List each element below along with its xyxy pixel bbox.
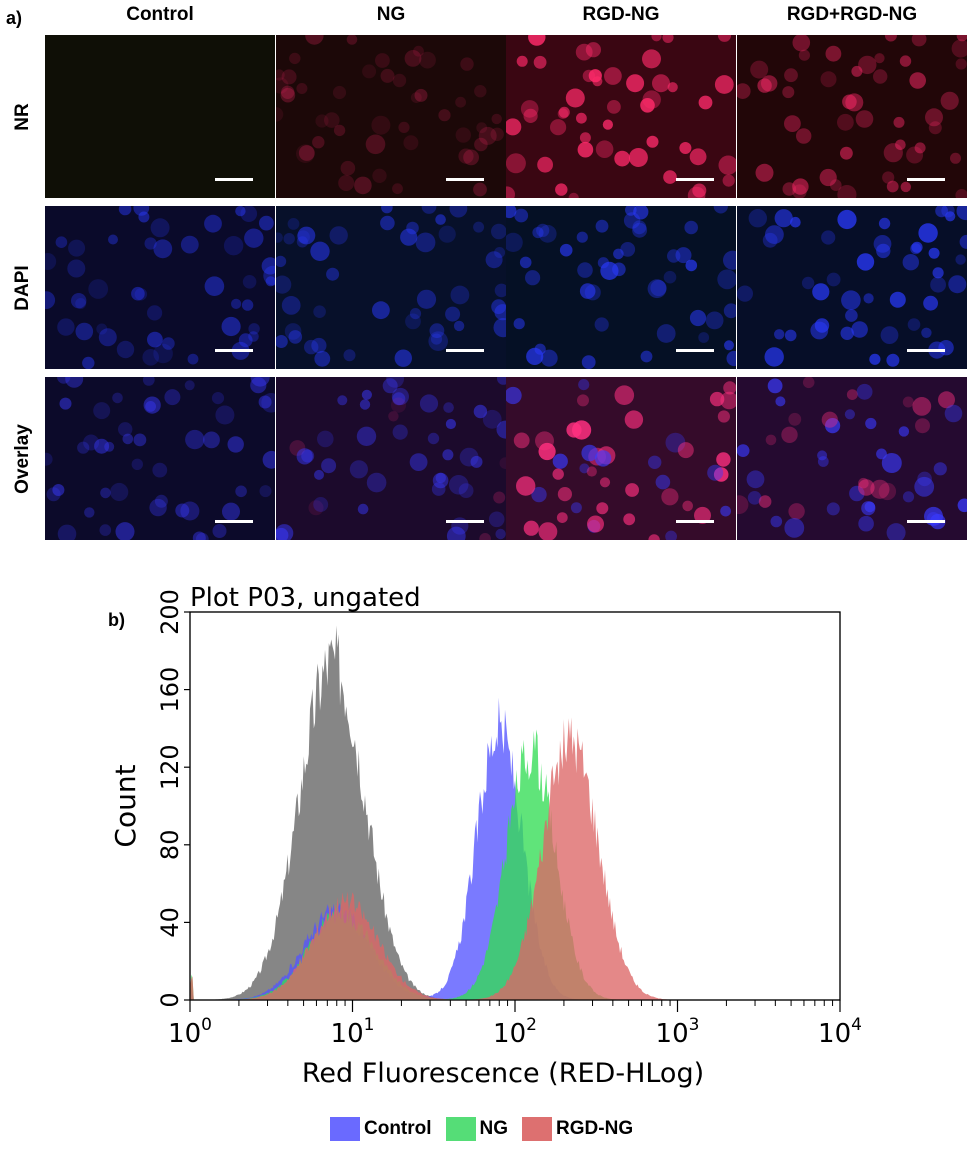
- legend-label-control: Control: [364, 1118, 432, 1139]
- scale-bar: [907, 349, 945, 352]
- panel-a-label: a): [6, 8, 23, 28]
- scale-bar: [907, 178, 945, 181]
- histogram-area-rgd-ng: [190, 717, 840, 1000]
- panel-b-label: b): [108, 610, 125, 630]
- micrograph-dapi-ng: [276, 206, 506, 369]
- x-tick-label: 100: [168, 1015, 212, 1049]
- x-tick-label: 102: [493, 1015, 537, 1049]
- chart-title: Plot P03, ungated: [190, 583, 421, 613]
- legend-item-control: Control: [330, 1117, 432, 1141]
- legend-label-rgd-ng: RGD-NG: [556, 1118, 634, 1139]
- scale-bar: [215, 520, 253, 523]
- micrograph-nr-ng: [276, 35, 506, 198]
- micrograph-overlay-ng: [276, 377, 506, 540]
- scale-bar: [446, 178, 484, 181]
- legend-item-ng: NG: [445, 1117, 509, 1141]
- column-header-rgd-ng: RGD-NG: [582, 4, 660, 25]
- flow-cytometry-histogram: 0 40 80 120 160 200 100 101 102 103 104 Plot P03, u…: [109, 583, 862, 1089]
- y-tick-label: 120: [156, 744, 184, 790]
- x-tick-label: 104: [818, 1015, 862, 1049]
- legend-swatch-ng: [445, 1117, 476, 1141]
- column-header-rgd-rgd-ng: RGD+RGD-NG: [786, 4, 918, 25]
- x-tick-label: 101: [331, 1015, 375, 1049]
- scale-bar: [215, 178, 253, 181]
- micrograph-nr-rgd-ng: [506, 35, 736, 198]
- y-tick-label: 80: [156, 830, 184, 861]
- micrograph-nr-control: [45, 35, 275, 198]
- legend-item-rgd-ng: RGD-NG: [522, 1117, 633, 1141]
- scale-bar: [446, 520, 484, 523]
- y-tick-label: 40: [156, 907, 184, 938]
- legend-label-ng: NG: [479, 1118, 509, 1139]
- micrograph-dapi-rgd-ng: [506, 206, 736, 369]
- scale-bar: [676, 178, 714, 181]
- y-tick-label: 160: [156, 667, 184, 713]
- micrograph-overlay-rgd-ng: [506, 377, 736, 540]
- x-axis-label: Red Fluorescence (RED-HLog): [302, 1058, 704, 1089]
- y-tick-label: 200: [156, 589, 184, 635]
- chart-legend: Control NG RGD-NG: [330, 1117, 647, 1141]
- legend-swatch-control: [330, 1117, 360, 1141]
- scale-bar: [446, 349, 484, 352]
- scale-bar: [676, 349, 714, 352]
- x-tick-label: 103: [656, 1015, 700, 1049]
- column-header-ng: NG: [376, 4, 406, 25]
- y-tick-label: 0: [156, 992, 184, 1007]
- micrograph-overlay-rgd-rgd-ng: [737, 377, 967, 540]
- column-header-control: Control: [126, 4, 194, 25]
- scale-bar: [215, 349, 253, 352]
- micrograph-dapi-rgd-rgd-ng: [737, 206, 967, 369]
- micrograph-overlay-control: [45, 377, 275, 540]
- legend-swatch-rgd-ng: [522, 1117, 553, 1141]
- scale-bar: [676, 520, 714, 523]
- micrograph-dapi-control: [45, 206, 275, 369]
- y-axis-label: Count: [109, 764, 142, 847]
- micrograph-nr-rgd-rgd-ng: [737, 35, 967, 198]
- scale-bar: [907, 520, 945, 523]
